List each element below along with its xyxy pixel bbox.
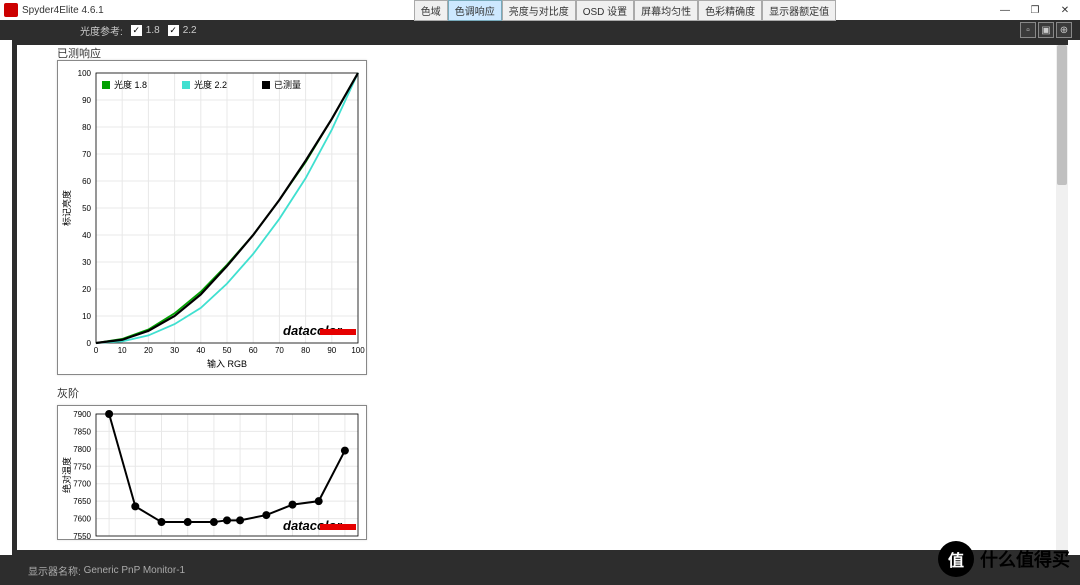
vertical-scrollbar[interactable] xyxy=(1056,45,1068,550)
tab-3[interactable]: OSD 设置 xyxy=(576,0,634,21)
svg-text:100: 100 xyxy=(78,69,92,78)
svg-text:7900: 7900 xyxy=(73,410,91,419)
svg-text:绝对温度: 绝对温度 xyxy=(61,457,72,493)
svg-text:30: 30 xyxy=(82,258,91,267)
svg-text:50: 50 xyxy=(82,204,91,213)
chart2-svg: 75507600765077007750780078507900绝对温度data… xyxy=(58,406,368,541)
maximize-button[interactable]: ❐ xyxy=(1020,0,1050,20)
main-viewport: 已测响应 0 10 20 30 40 50 60 70 80 90 100 0 10 20 30 40 50 60… xyxy=(12,40,1068,555)
zoom-icon[interactable]: ⊕ xyxy=(1056,22,1072,38)
tool-icon-2[interactable]: ▣ xyxy=(1038,22,1054,38)
svg-text:70: 70 xyxy=(82,150,91,159)
tool-icon-1[interactable]: ▫ xyxy=(1020,22,1036,38)
options-toolbar: 光度参考: ✓ 1.8 ✓ 2.2 ▫ ▣ ⊕ xyxy=(0,20,1080,40)
status-bar: 显示器名称: Generic PnP Monitor-1 xyxy=(0,555,1080,585)
status-label: 显示器名称: xyxy=(28,563,81,578)
titlebar: Spyder4Elite 4.6.1 色域色调响应亮度与对比度OSD 设置屏幕均… xyxy=(0,0,1080,20)
scrollbar-thumb[interactable] xyxy=(1057,45,1067,185)
svg-text:30: 30 xyxy=(170,346,179,355)
svg-text:0: 0 xyxy=(94,346,99,355)
svg-text:光度 1.8: 光度 1.8 xyxy=(114,79,147,90)
chart1-title-cropped: 已测响应 xyxy=(57,45,101,61)
grayscale-chart: 75507600765077007750780078507900绝对温度data… xyxy=(57,405,367,540)
grayscale-section-label: 灰阶 xyxy=(57,385,79,401)
svg-text:10: 10 xyxy=(82,312,91,321)
gamma-ref-label: 光度参考: xyxy=(80,23,123,38)
svg-text:50: 50 xyxy=(223,346,232,355)
svg-text:7800: 7800 xyxy=(73,445,91,454)
svg-text:80: 80 xyxy=(301,346,310,355)
svg-text:7700: 7700 xyxy=(73,480,91,489)
tab-5[interactable]: 色彩精确度 xyxy=(698,0,762,21)
svg-text:20: 20 xyxy=(82,285,91,294)
svg-text:10: 10 xyxy=(118,346,127,355)
watermark-badge: 值 xyxy=(938,541,974,577)
tab-6[interactable]: 显示器额定值 xyxy=(762,0,836,21)
gamma18-label: 1.8 xyxy=(146,25,160,36)
svg-text:已测量: 已测量 xyxy=(274,80,301,90)
svg-text:输入 RGB: 输入 RGB xyxy=(207,358,247,369)
tab-4[interactable]: 屏幕均匀性 xyxy=(634,0,698,21)
tab-strip: 色域色调响应亮度与对比度OSD 设置屏幕均匀性色彩精确度显示器额定值 xyxy=(414,0,836,21)
svg-text:7650: 7650 xyxy=(73,497,91,506)
svg-text:7550: 7550 xyxy=(73,532,91,541)
svg-text:20: 20 xyxy=(144,346,153,355)
svg-text:40: 40 xyxy=(82,231,91,240)
tab-1[interactable]: 色调响应 xyxy=(448,0,502,21)
svg-text:标记亮度: 标记亮度 xyxy=(61,190,72,226)
window-buttons: — ❐ ✕ xyxy=(990,0,1080,20)
svg-text:60: 60 xyxy=(249,346,258,355)
svg-text:40: 40 xyxy=(196,346,205,355)
content-canvas: 已测响应 0 10 20 30 40 50 60 70 80 90 100 0 10 20 30 40 50 60… xyxy=(17,45,1056,550)
svg-text:90: 90 xyxy=(327,346,336,355)
svg-text:0: 0 xyxy=(87,339,92,348)
app-title: Spyder4Elite 4.6.1 xyxy=(22,5,104,16)
app-icon xyxy=(4,3,18,17)
minimize-button[interactable]: — xyxy=(990,0,1020,20)
watermark-text: 什么值得买 xyxy=(980,546,1070,572)
svg-text:7600: 7600 xyxy=(73,515,91,524)
svg-text:7850: 7850 xyxy=(73,427,91,436)
status-monitor-name: Generic PnP Monitor-1 xyxy=(84,565,186,576)
close-button[interactable]: ✕ xyxy=(1050,0,1080,20)
svg-text:光度 2.2: 光度 2.2 xyxy=(194,79,227,90)
svg-text:90: 90 xyxy=(82,96,91,105)
svg-text:7750: 7750 xyxy=(73,462,91,471)
svg-text:60: 60 xyxy=(82,177,91,186)
tab-2[interactable]: 亮度与对比度 xyxy=(502,0,576,21)
gamma22-checkbox[interactable]: ✓ xyxy=(168,25,179,36)
gamma22-label: 2.2 xyxy=(183,25,197,36)
svg-text:70: 70 xyxy=(275,346,284,355)
tab-0[interactable]: 色域 xyxy=(414,0,448,21)
chart1-svg: 0 10 20 30 40 50 60 70 80 90 100 0 10 20 30 40 50 60 70 80 9… xyxy=(58,61,368,376)
tone-response-chart: 0 10 20 30 40 50 60 70 80 90 100 0 10 20 30 40 50 60 70 80 9… xyxy=(57,60,367,375)
gamma18-checkbox[interactable]: ✓ xyxy=(131,25,142,36)
svg-text:80: 80 xyxy=(82,123,91,132)
svg-text:100: 100 xyxy=(351,346,365,355)
watermark: 值 什么值得买 xyxy=(938,541,1070,577)
